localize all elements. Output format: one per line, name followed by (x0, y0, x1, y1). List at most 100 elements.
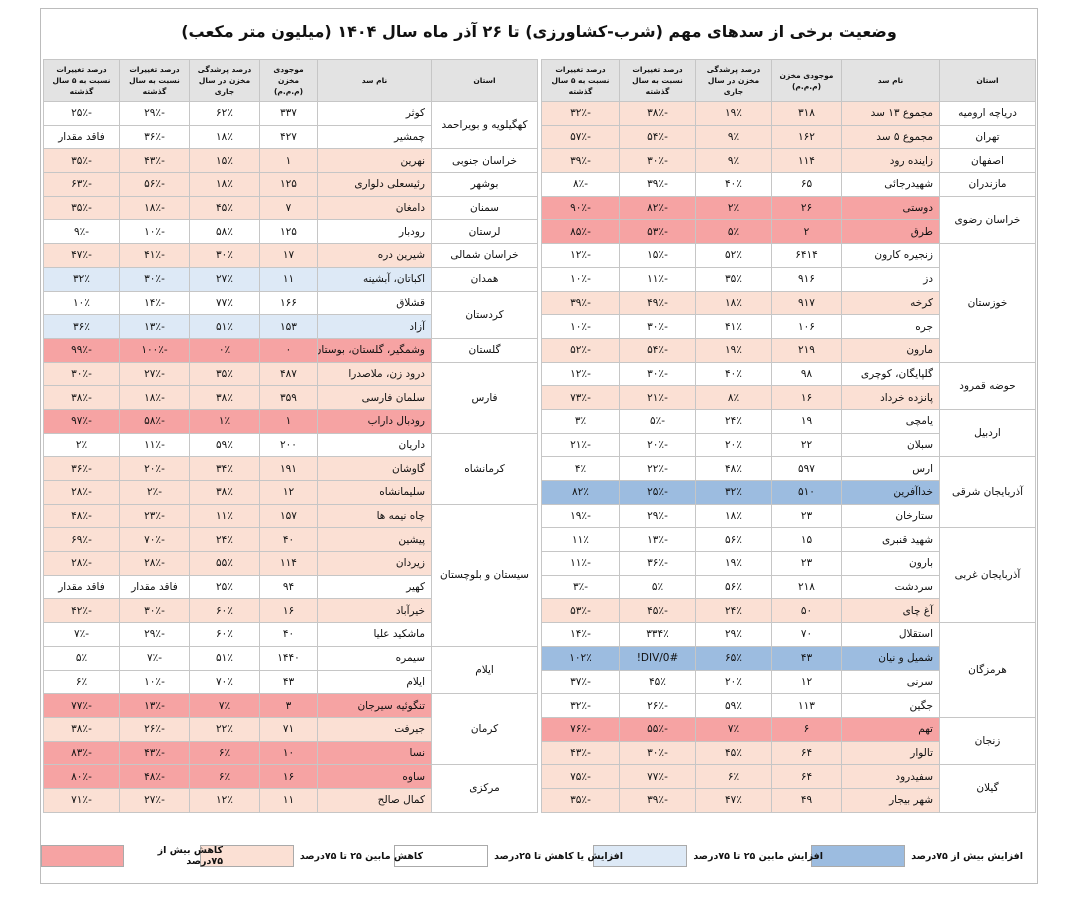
fill-percent-cell: ۳۵٪ (189, 361, 260, 387)
volume-cell: ۱ (259, 408, 318, 434)
change-5yr-cell: ۳۲٪ (43, 266, 120, 292)
volume-cell: ۹۱۶ (771, 266, 842, 292)
dam-name-cell: داریان (317, 432, 432, 458)
change-prev-year-cell: -۵۸٪ (119, 408, 190, 434)
fill-percent-cell: ۱۵٪ (189, 148, 260, 174)
volume-cell: ۱۵ (771, 527, 842, 553)
change-prev-year-cell: -۱۸٪ (119, 195, 190, 221)
change-prev-year-cell: -۲٪ (119, 480, 190, 505)
change-5yr-cell: -۹۹٪ (43, 337, 120, 363)
legend-swatch (394, 845, 489, 867)
volume-cell: ۶ (771, 716, 842, 742)
dam-name-cell: مجموع ۱۳ سد (841, 101, 940, 126)
change-5yr-cell: -۴۳٪ (541, 740, 620, 766)
fill-percent-cell: ۷٪ (189, 693, 260, 718)
change-prev-year-cell: -۲۹٪ (619, 503, 696, 529)
table-row: زیردان ۱۱۴ ۵۵٪ -۲۸٪ -۲۸٪ (43, 551, 538, 576)
change-prev-year-cell: -۲۶٪ (619, 693, 696, 718)
fill-percent-cell: ۶۰٪ (189, 598, 260, 624)
fill-percent-cell: ۲۴٪ (695, 598, 772, 624)
volume-cell: ۱۰ (259, 740, 318, 766)
volume-cell: ۱۲ (771, 669, 842, 695)
change-5yr-cell: -۳۲٪ (541, 693, 620, 718)
legend-label: کاهش بیش از ۷۵درصد (157, 845, 223, 867)
change-prev-year-cell: -۱۱٪ (119, 432, 190, 458)
fill-percent-cell: ۵۸٪ (189, 219, 260, 245)
change-5yr-cell: -۵۷٪ (541, 124, 620, 150)
change-5yr-cell: -۱۲٪ (541, 361, 620, 387)
fill-percent-cell: ۱۸٪ (695, 290, 772, 316)
change-5yr-cell: -۶۹٪ (43, 527, 120, 553)
change-5yr-cell: -۷۷٪ (43, 693, 120, 718)
volume-cell: ۱۱۴ (771, 148, 842, 174)
province-cell: خراسان شمالی (431, 243, 538, 268)
change-5yr-cell: -۱۰٪ (541, 266, 620, 292)
table-row: اصفهان زاینده رود ۱۱۴ ۹٪ -۳۰٪ -۳۹٪ (541, 148, 1036, 174)
change-prev-year-cell: ۵٪ (619, 574, 696, 600)
volume-cell: ۱۴۴۰ (259, 645, 318, 671)
dam-name-cell: خیرآباد (317, 598, 432, 624)
change-prev-year-cell: -۱۸٪ (119, 385, 190, 410)
table-row: سبلان ۲۲ ۲۰٪ -۲۰٪ -۲۱٪ (541, 432, 1036, 458)
dam-name-cell: زیردان (317, 551, 432, 576)
fill-percent-cell: ۷۰٪ (189, 669, 260, 695)
change-5yr-cell: -۹۰٪ (541, 195, 620, 221)
volume-cell: ۵۹۷ (771, 456, 842, 481)
volume-cell: ۶۴۱۴ (771, 243, 842, 268)
change-5yr-cell: -۵۲٪ (541, 337, 620, 363)
dam-name-cell: ایلام (317, 669, 432, 695)
fill-percent-cell: ۴۰٪ (695, 172, 772, 197)
fill-percent-cell: ۳۴٪ (189, 456, 260, 481)
header-change-5yr: درصد تغییرات نسبت به ۵ سال گذشته (541, 59, 620, 102)
fill-percent-cell: ۱۹٪ (695, 337, 772, 363)
table-row: خراسان شمالی شیرین دره ۱۷ ۳۰٪ -۴۱٪ -۴۷٪ (43, 243, 538, 268)
dam-name-cell: نسا (317, 740, 432, 766)
change-prev-year-cell: -۲۷٪ (119, 361, 190, 387)
fill-percent-cell: ۰٪ (189, 337, 260, 363)
province-cell: هرمزگان (939, 622, 1036, 718)
header-province: استان (939, 59, 1036, 102)
table-row: مارون ۲۱۹ ۱۹٪ -۵۴٪ -۵۲٪ (541, 337, 1036, 363)
volume-cell: ۲۳ (771, 503, 842, 529)
table-row: کهگیلویه و بویراحمد کوثر ۳۳۷ ۶۲٪ -۲۹٪ -۲۵٪ (43, 100, 538, 150)
dam-name-cell: یامچی (841, 408, 940, 434)
change-prev-year-cell: -۴۳٪ (119, 148, 190, 174)
fill-percent-cell: ۷۷٪ (189, 290, 260, 316)
fill-percent-cell: ۵۲٪ (695, 243, 772, 268)
volume-cell: ۲۶ (771, 195, 842, 221)
change-prev-year-cell: -۵۴٪ (619, 337, 696, 363)
change-prev-year-cell: ۴۵٪ (619, 669, 696, 695)
change-prev-year-cell: -۱۰۰٪ (119, 337, 190, 363)
change-5yr-cell: ۵٪ (43, 645, 120, 671)
table-row: کهیر ۹۴ ۲۵٪ فاقد مقدار فاقد مقدار (43, 574, 538, 600)
volume-cell: ۱۵۷ (259, 503, 318, 529)
change-5yr-cell: -۲۱٪ (541, 432, 620, 458)
province-cell: کهگیلویه و بویراحمد (431, 100, 538, 150)
volume-cell: ۱۶ (259, 764, 318, 789)
dam-name-cell: ساوه (317, 764, 432, 789)
table-row: مرکزی ساوه ۱۶ ۶٪ -۴۸٪ -۸۰٪ (43, 764, 538, 813)
dam-name-cell: نهرین (317, 148, 432, 174)
volume-cell: ۲ (771, 219, 842, 245)
fill-percent-cell: ۱۸٪ (695, 503, 772, 529)
volume-cell: ۹۱۷ (771, 290, 842, 316)
change-prev-year-cell: -۲۰٪ (619, 432, 696, 458)
change-prev-year-cell: -۱۴٪ (119, 290, 190, 316)
change-prev-year-cell: -۳۰٪ (619, 361, 696, 387)
table-row: شهر بیجار ۴۹ ۴۷٪ -۳۹٪ -۳۵٪ (541, 787, 1036, 813)
legend-item: افزایش بیش از ۷۵درصد (811, 845, 1023, 867)
table-row: لرستان رودبار ۱۲۵ ۵۸٪ -۱۰٪ -۹٪ (43, 219, 538, 245)
table-row: زنجان تهم ۶ ۷٪ -۵۵٪ -۷۶٪ (541, 716, 1036, 766)
fill-percent-cell: ۵۶٪ (695, 574, 772, 600)
change-5yr-cell: ۴٪ (541, 456, 620, 481)
province-cell: لرستان (431, 219, 538, 245)
table-row: چمشیر ۴۲۷ ۱۸٪ -۳۶٪ فاقد مقدار (43, 124, 538, 150)
fill-percent-cell: ۵٪ (695, 219, 772, 245)
province-cell: کردستان (431, 290, 538, 339)
dam-name-cell: شهیدرجائی (841, 172, 940, 197)
volume-cell: ۴۳ (259, 669, 318, 695)
fill-percent-cell: ۷٪ (695, 716, 772, 742)
volume-cell: ۹۴ (259, 574, 318, 600)
table-row: کرخه ۹۱۷ ۱۸٪ -۴۹٪ -۳۹٪ (541, 290, 1036, 316)
volume-cell: ۴۹ (771, 787, 842, 813)
